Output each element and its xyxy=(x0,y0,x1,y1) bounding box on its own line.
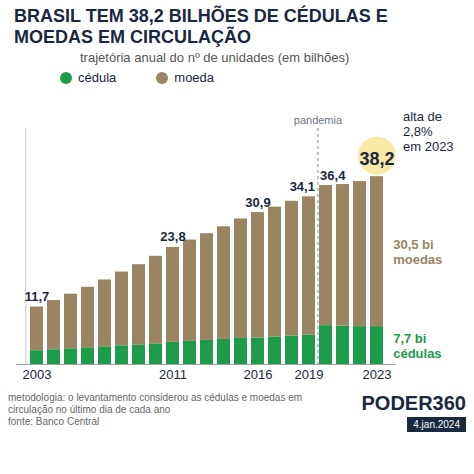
svg-text:34,1: 34,1 xyxy=(290,179,315,194)
html-text:4.jan.2024: 4.jan.2024 xyxy=(413,419,460,430)
html-text:BRASIL TEM 38,2 BILHÕES DE CÉD: BRASIL TEM 38,2 BILHÕES DE CÉDULAS E MOE… xyxy=(14,6,388,47)
svg-text:30,9: 30,9 xyxy=(245,195,270,210)
html-text:trajetória anual do nº de unid: trajetória anual do nº de unidades (em b… xyxy=(80,50,350,65)
svg-text:30,5 bimoedas: 30,5 bimoedas xyxy=(393,237,442,267)
svg-text:7,7 bicédulas: 7,7 bicédulas xyxy=(393,331,441,361)
svg-text:36,4: 36,4 xyxy=(320,168,346,183)
svg-text:38,2: 38,2 xyxy=(359,149,394,169)
html-text:cédula: cédula xyxy=(78,70,117,85)
svg-text:2003: 2003 xyxy=(23,367,52,382)
svg-text:pandemia: pandemia xyxy=(294,114,343,126)
html-text:metodologia: o levantamento co: metodologia: o levantamento considerou a… xyxy=(8,392,303,415)
html-text:PODER360: PODER360 xyxy=(361,392,466,414)
svg-text:2016: 2016 xyxy=(244,367,273,382)
svg-text:alta de2,8%em 2023: alta de2,8%em 2023 xyxy=(403,109,454,154)
svg-text:2019: 2019 xyxy=(295,367,324,382)
svg-text:11,7: 11,7 xyxy=(25,289,50,304)
svg-text:23,8: 23,8 xyxy=(160,229,185,244)
svg-text:2011: 2011 xyxy=(159,367,187,382)
svg-text:2023: 2023 xyxy=(363,367,392,382)
html-text:moeda: moeda xyxy=(174,70,215,85)
html-text:fonte: Banco Central: fonte: Banco Central xyxy=(8,416,100,427)
